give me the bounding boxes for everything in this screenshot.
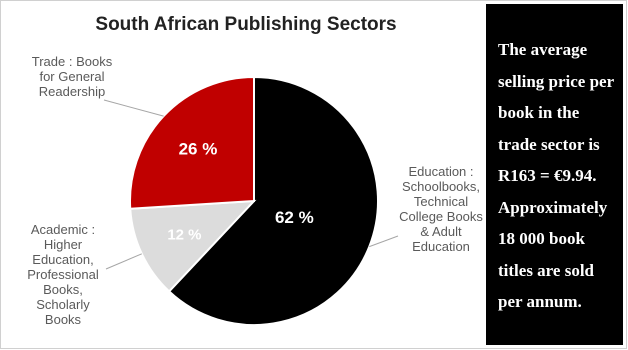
legend-label-education: Education : Schoolbooks, Technical Colle… (399, 164, 483, 254)
side-note-panel: The average selling price per book in th… (486, 4, 623, 345)
pie-chart: South African Publishing Sectors 62 % 12 … (8, 4, 484, 346)
chart-title: South African Publishing Sectors (95, 14, 397, 35)
data-label-trade: 26 % (179, 139, 218, 158)
data-label-education: 62 % (275, 208, 314, 227)
pie-slice-education (167, 75, 379, 326)
data-label-academic: 12 % (167, 227, 201, 244)
leader-line-education (369, 235, 399, 248)
pie-slice-academic (129, 199, 257, 293)
legend-label-academic: Academic : Higher Education, Professiona… (27, 222, 99, 327)
leader-line-trade (103, 99, 164, 117)
pie-svg: 62 % 12 % 26 % (103, 75, 399, 326)
legend-label-trade: Trade : Books for General Readership (31, 54, 113, 99)
side-note-text: The average selling price per book in th… (498, 40, 614, 311)
leader-line-academic (105, 253, 142, 270)
pie-slice-trade (129, 75, 255, 210)
